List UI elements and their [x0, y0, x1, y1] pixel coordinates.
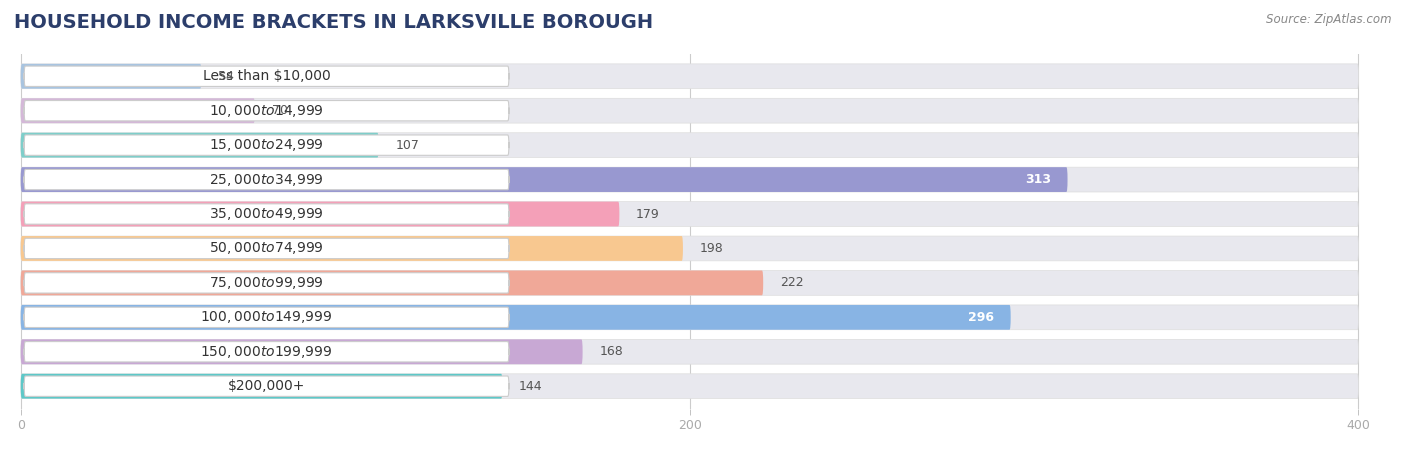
FancyBboxPatch shape — [21, 98, 254, 123]
Text: 70: 70 — [271, 104, 288, 117]
FancyBboxPatch shape — [24, 204, 509, 224]
FancyBboxPatch shape — [24, 169, 509, 190]
FancyBboxPatch shape — [21, 339, 582, 364]
Text: $35,000 to $49,999: $35,000 to $49,999 — [209, 206, 323, 222]
FancyBboxPatch shape — [24, 376, 509, 396]
Text: $100,000 to $149,999: $100,000 to $149,999 — [200, 309, 333, 326]
FancyBboxPatch shape — [24, 342, 509, 362]
FancyBboxPatch shape — [24, 101, 509, 121]
FancyBboxPatch shape — [21, 339, 1358, 364]
Text: 168: 168 — [599, 345, 623, 358]
FancyBboxPatch shape — [24, 66, 509, 86]
Text: $10,000 to $14,999: $10,000 to $14,999 — [209, 103, 323, 119]
FancyBboxPatch shape — [24, 238, 509, 259]
FancyBboxPatch shape — [21, 374, 502, 399]
FancyBboxPatch shape — [21, 270, 1358, 295]
FancyBboxPatch shape — [21, 167, 1067, 192]
Text: 222: 222 — [780, 277, 804, 290]
FancyBboxPatch shape — [21, 133, 378, 158]
Text: Source: ZipAtlas.com: Source: ZipAtlas.com — [1267, 13, 1392, 26]
Text: 144: 144 — [519, 380, 543, 393]
Text: HOUSEHOLD INCOME BRACKETS IN LARKSVILLE BOROUGH: HOUSEHOLD INCOME BRACKETS IN LARKSVILLE … — [14, 13, 654, 32]
Text: $200,000+: $200,000+ — [228, 379, 305, 393]
FancyBboxPatch shape — [21, 133, 1358, 158]
Text: 296: 296 — [967, 311, 994, 324]
Text: $150,000 to $199,999: $150,000 to $199,999 — [200, 344, 333, 360]
Text: 198: 198 — [700, 242, 724, 255]
FancyBboxPatch shape — [21, 305, 1011, 330]
FancyBboxPatch shape — [24, 135, 509, 155]
Text: 54: 54 — [218, 70, 233, 83]
Text: 179: 179 — [636, 207, 659, 220]
FancyBboxPatch shape — [21, 64, 201, 88]
FancyBboxPatch shape — [21, 270, 763, 295]
FancyBboxPatch shape — [21, 202, 620, 226]
FancyBboxPatch shape — [21, 305, 1358, 330]
FancyBboxPatch shape — [24, 273, 509, 293]
Text: 313: 313 — [1025, 173, 1050, 186]
Text: $15,000 to $24,999: $15,000 to $24,999 — [209, 137, 323, 153]
Text: Less than $10,000: Less than $10,000 — [202, 69, 330, 83]
Text: $50,000 to $74,999: $50,000 to $74,999 — [209, 241, 323, 256]
FancyBboxPatch shape — [21, 167, 1358, 192]
Text: $75,000 to $99,999: $75,000 to $99,999 — [209, 275, 323, 291]
FancyBboxPatch shape — [21, 236, 683, 261]
FancyBboxPatch shape — [21, 374, 1358, 399]
Text: 107: 107 — [395, 139, 419, 152]
FancyBboxPatch shape — [21, 202, 1358, 226]
FancyBboxPatch shape — [24, 307, 509, 327]
Text: $25,000 to $34,999: $25,000 to $34,999 — [209, 172, 323, 188]
FancyBboxPatch shape — [21, 64, 1358, 88]
FancyBboxPatch shape — [21, 98, 1358, 123]
FancyBboxPatch shape — [21, 236, 1358, 261]
